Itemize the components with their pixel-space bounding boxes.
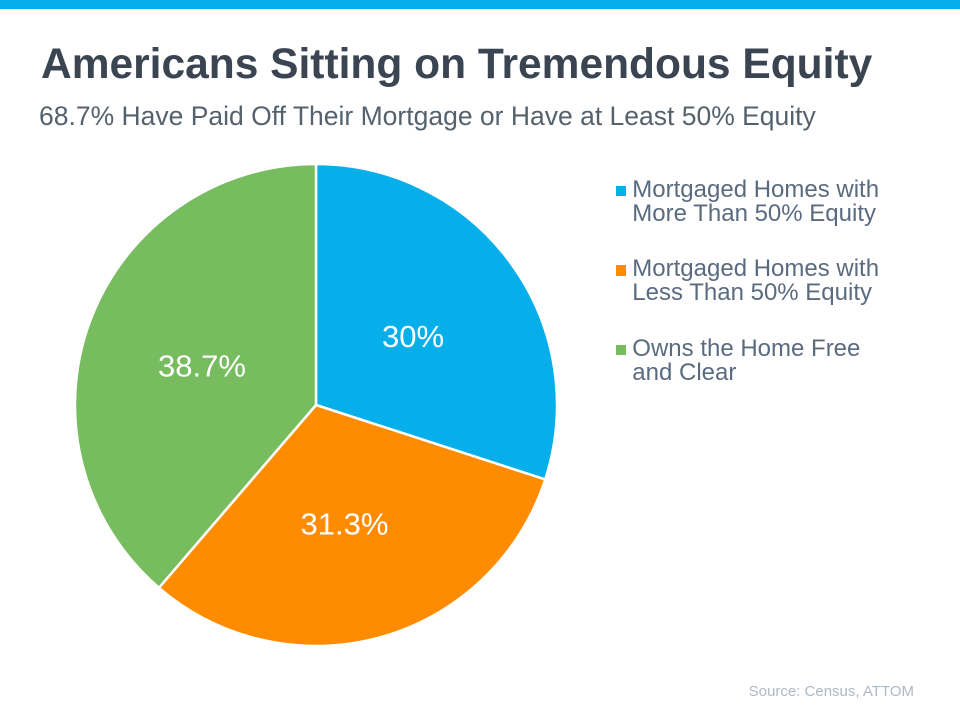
svg-text:38.7%: 38.7% [158, 349, 246, 384]
svg-text:31.3%: 31.3% [301, 507, 389, 542]
svg-text:30%: 30% [382, 319, 444, 354]
